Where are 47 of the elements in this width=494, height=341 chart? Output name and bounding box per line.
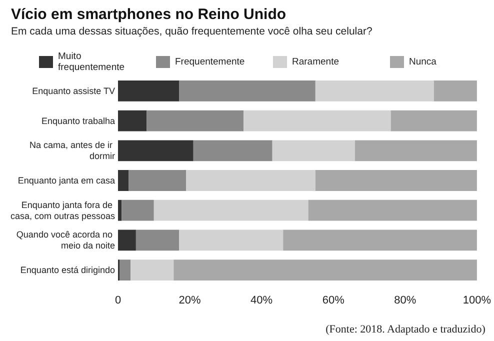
bar: [154, 200, 308, 221]
chart-title: Vício em smartphones no Reino Unido: [11, 6, 286, 23]
chart-subtitle: Em cada uma dessas situações, quão frequentemente você olha seu celular?: [11, 26, 372, 38]
x-tick-label: 60%: [322, 294, 345, 306]
bar: [146, 110, 244, 132]
bar: [130, 260, 174, 281]
bar: [118, 80, 180, 102]
bar: [118, 170, 129, 191]
bar: [118, 200, 122, 221]
legend-label: Raramente: [292, 56, 339, 68]
y-tick-label: Enquanto está dirigindo: [20, 265, 115, 276]
bar: [315, 80, 434, 102]
bar: [122, 200, 154, 221]
y-tick-label: Enquanto assiste TV: [32, 86, 115, 96]
x-tick-label: 40%: [250, 294, 273, 306]
y-tick-label: Quando você acorda no meio da noite: [16, 230, 115, 251]
y-tick-label: Enquanto trabalha: [41, 116, 115, 126]
x-tick-label: 0: [114, 294, 122, 306]
y-tick-label: Enquanto janta fora de casa, com outras pessoas: [10, 200, 116, 221]
bar: [136, 230, 180, 251]
x-tick-label: 20%: [178, 294, 202, 306]
bar: [118, 140, 194, 162]
bar: [315, 170, 477, 191]
bar: [174, 260, 477, 281]
y-tick-label: Enquanto janta em casa: [18, 176, 115, 186]
bar: [120, 260, 131, 281]
bar: [244, 110, 391, 132]
bar: [179, 230, 284, 251]
legend-label: Frequentemente: [175, 56, 245, 68]
bar: [308, 200, 477, 221]
bar: [118, 110, 147, 132]
bar: [272, 140, 355, 162]
legend-label: Nunca: [409, 56, 438, 68]
x-tick-label: 80%: [394, 294, 416, 306]
bar: [354, 140, 477, 162]
bar: [179, 80, 316, 102]
bar: [390, 110, 477, 132]
bar: [434, 80, 477, 102]
bar: [118, 230, 136, 251]
bar: [128, 170, 186, 191]
text: (Fonte: 2018. Adaptado e traduzido): [326, 324, 486, 336]
y-tick-label: Na cama, antes de ir dormir: [29, 140, 115, 162]
bar: [193, 140, 272, 162]
bar: [283, 230, 477, 251]
x-tick-label: 100%: [462, 294, 492, 306]
bar: [186, 170, 316, 191]
legend-label: Muito frequentemente: [58, 51, 125, 73]
